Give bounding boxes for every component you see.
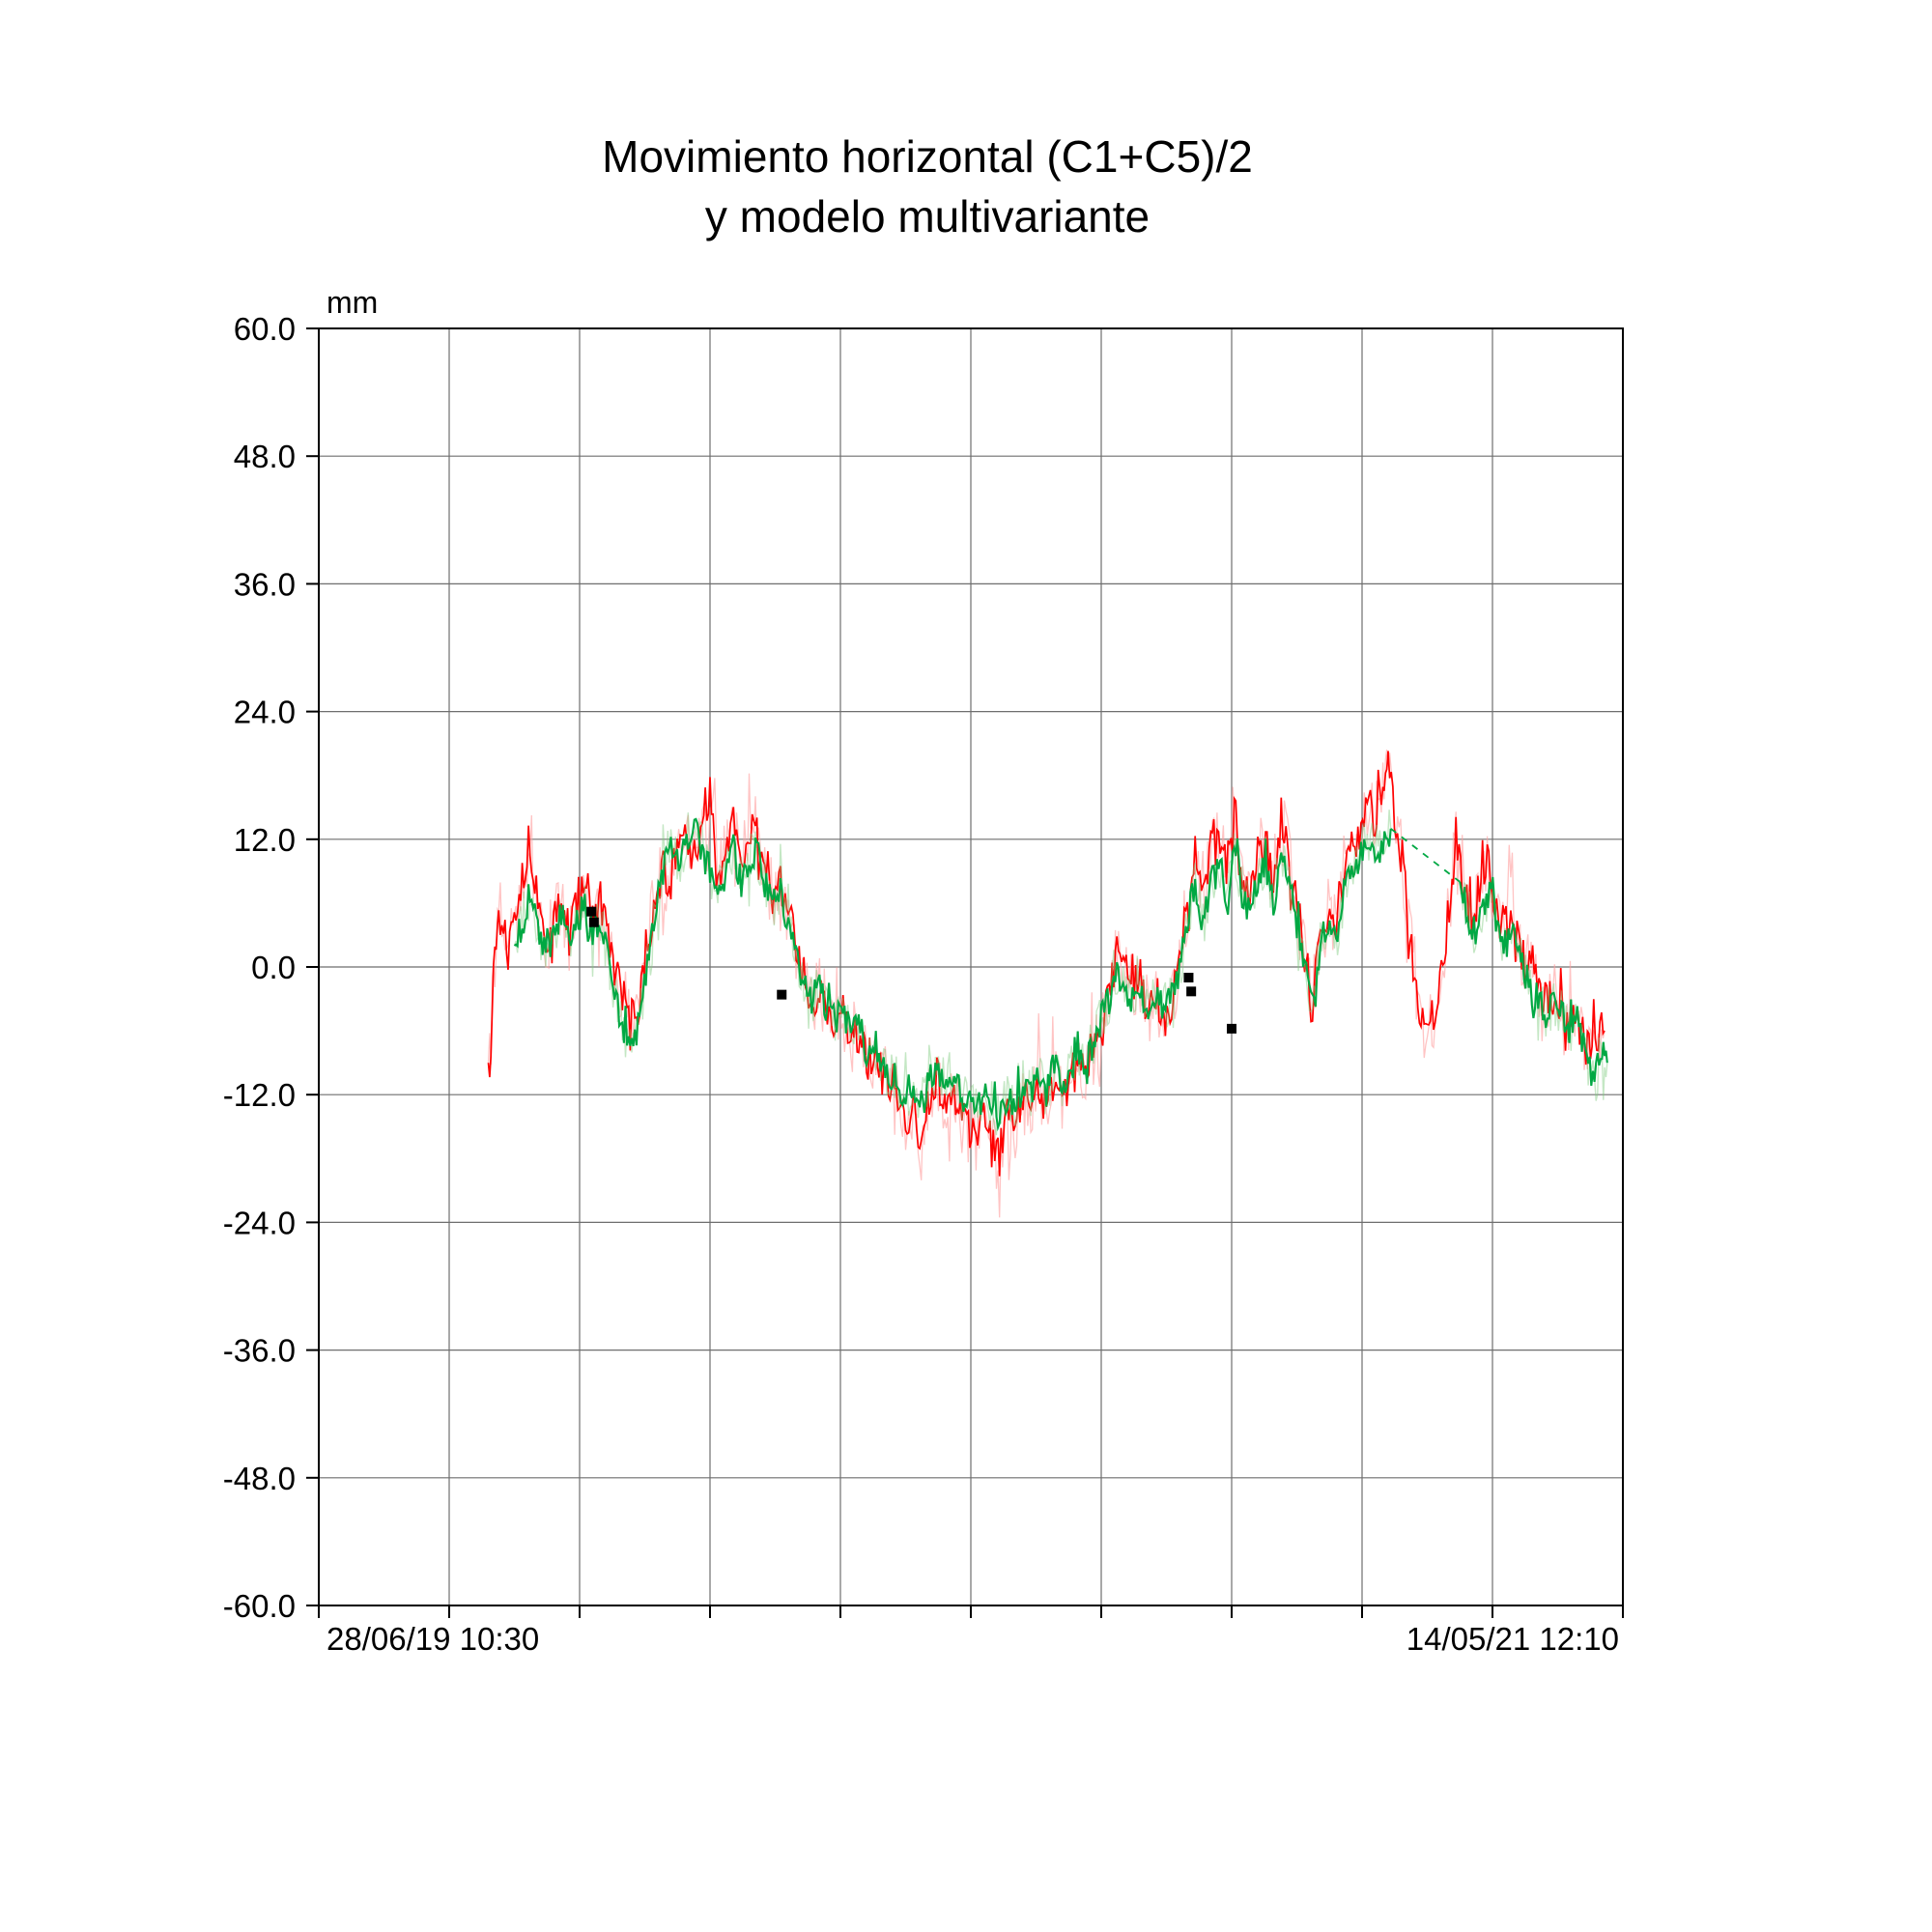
data-marker-square	[1183, 973, 1194, 983]
x-axis-end-label: 14/05/21 12:10	[1406, 1621, 1619, 1657]
red-series-halo-path	[487, 749, 1605, 1218]
series-group	[487, 749, 1608, 1218]
green-series-path	[1459, 876, 1608, 1087]
y-tick-label: -12.0	[223, 1077, 296, 1113]
markers-group	[586, 906, 1236, 1034]
y-axis-unit-label: mm	[327, 285, 378, 320]
y-axis-tick-labels: 60.0 48.0 36.0 24.0 12.0 0.0 -12.0 -24.0 -36.0 -4…	[223, 311, 296, 1624]
chart-title-line2: y modelo multivariante	[705, 191, 1150, 242]
y-tick-label: -24.0	[223, 1205, 296, 1240]
y-tick-label: 36.0	[234, 566, 296, 602]
data-marker-square	[588, 917, 599, 927]
y-tick-label: 12.0	[234, 822, 296, 858]
green-model-dashed-gap-path	[1390, 828, 1461, 883]
y-tick-label: -60.0	[223, 1588, 296, 1624]
y-tick-label: -48.0	[223, 1461, 296, 1496]
chart-title-line1: Movimiento horizontal (C1+C5)/2	[602, 131, 1253, 182]
y-tick-label: 48.0	[234, 439, 296, 474]
data-marker-square	[1186, 986, 1197, 997]
axis-group	[306, 327, 1624, 1618]
data-marker-square	[777, 989, 787, 1000]
y-tick-label: 60.0	[234, 311, 296, 347]
y-tick-label: 0.0	[251, 950, 296, 985]
y-tick-label: -36.0	[223, 1333, 296, 1369]
y-tick-label: 24.0	[234, 695, 296, 730]
green-series-halo-path	[1459, 880, 1608, 1101]
x-axis-start-label: 28/06/19 10:30	[327, 1621, 539, 1657]
grid-group	[318, 327, 1624, 1606]
green-series-path	[513, 817, 1392, 1132]
data-marker-square	[586, 906, 597, 917]
data-marker-square	[1227, 1023, 1236, 1034]
